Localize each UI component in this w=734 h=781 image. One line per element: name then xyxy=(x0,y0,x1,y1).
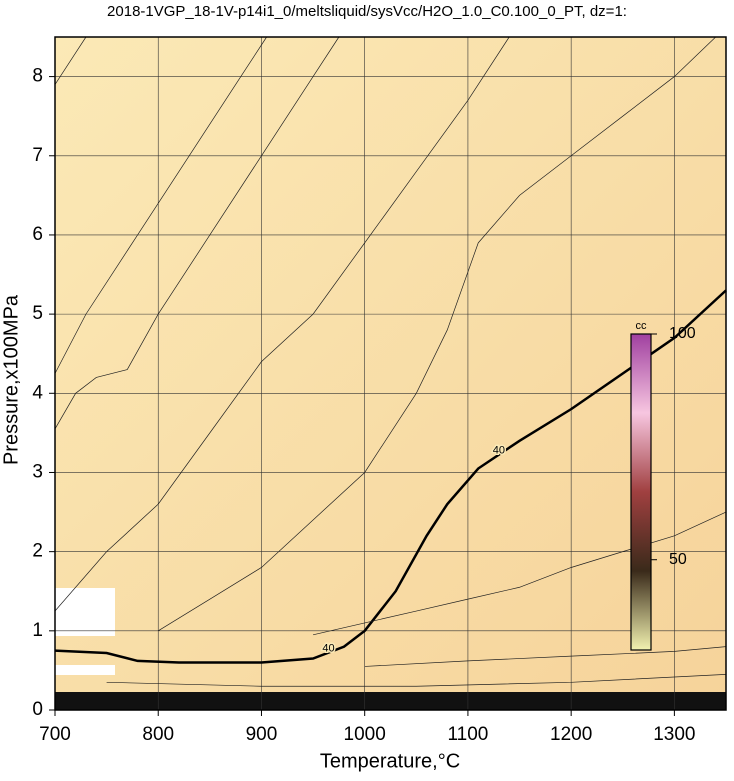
contour-line xyxy=(54,289,727,664)
contour-line xyxy=(54,36,510,612)
y-tick-label: 8 xyxy=(32,66,43,87)
x-tick-label: 1200 xyxy=(550,724,592,745)
x-axis-label: Temperature,°C xyxy=(320,750,460,772)
y-axis-label: Pressure,x100MPa xyxy=(0,294,22,465)
y-tick-label: 4 xyxy=(32,382,43,403)
grid xyxy=(54,37,726,711)
contour-line xyxy=(54,36,267,374)
contour-line xyxy=(158,36,716,632)
y-tick-label: 6 xyxy=(32,224,43,245)
y-tick-label: 1 xyxy=(32,620,43,641)
contour-line xyxy=(364,646,727,667)
contour-label: 40 xyxy=(322,643,334,655)
colorbar-tick-label: 50 xyxy=(669,551,687,568)
blank-patch xyxy=(55,588,115,636)
blank-patch xyxy=(55,665,115,675)
contour-line xyxy=(54,36,87,85)
chart-title: 2018-1VGP_18-1V-p14i1_0/meltsliquid/sysV… xyxy=(107,3,627,20)
x-tick-label: 1000 xyxy=(344,724,386,745)
x-tick-label: 1300 xyxy=(653,724,695,745)
y-tick-label: 0 xyxy=(32,699,43,720)
x-tick-label: 1100 xyxy=(447,724,488,745)
contours: 40 40 xyxy=(54,36,727,687)
dense-contours xyxy=(55,692,726,710)
y-tick-label: 2 xyxy=(32,541,43,562)
colorbar-label: cc xyxy=(636,320,648,332)
x-tick-label: 800 xyxy=(142,724,174,745)
contour-label: 40 xyxy=(493,445,505,457)
y-tick-label: 5 xyxy=(32,303,43,324)
contour-line xyxy=(106,674,727,687)
contour-line xyxy=(54,36,340,430)
y-tick-label: 3 xyxy=(32,461,43,482)
colorbar: cc 50 100 xyxy=(630,320,696,651)
x-tick-label: 700 xyxy=(39,724,71,745)
plot-frame xyxy=(54,36,727,711)
x-tick-label: 900 xyxy=(246,724,278,745)
plot-area xyxy=(55,37,726,710)
colorbar-tick-label: 100 xyxy=(669,325,696,342)
colorbar-scale xyxy=(630,333,652,651)
contour-line xyxy=(312,511,727,636)
y-tick-label: 7 xyxy=(32,145,43,166)
